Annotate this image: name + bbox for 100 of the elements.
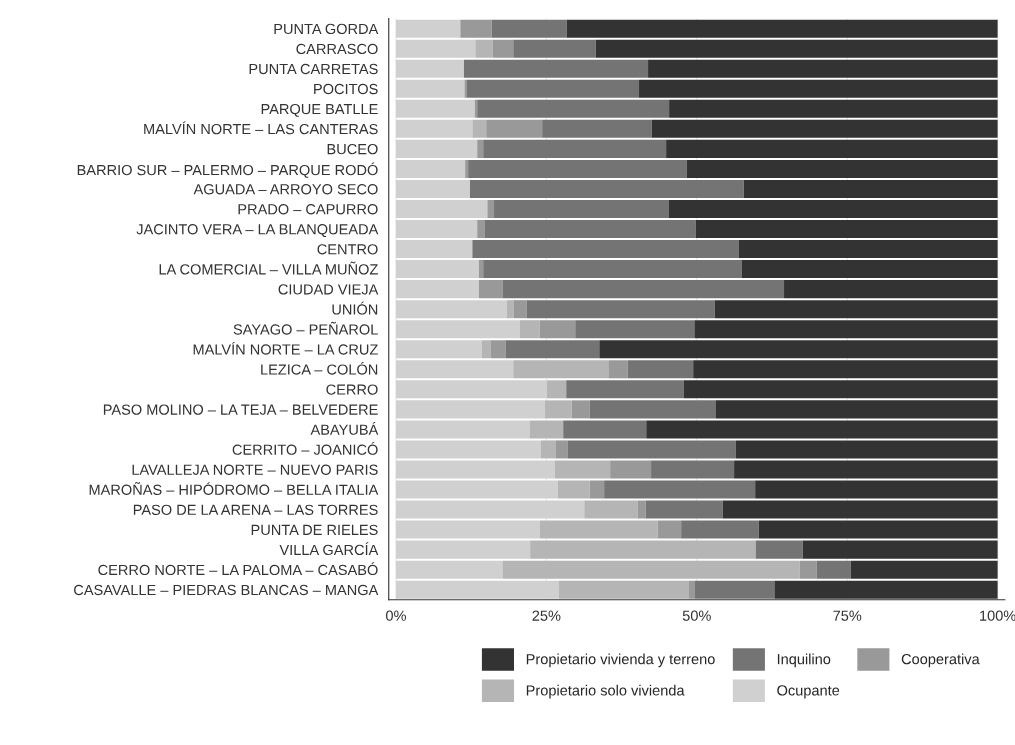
bar [505,340,600,359]
bar [734,460,998,479]
bar [487,199,495,218]
bar [688,580,695,599]
bar [589,400,716,419]
bar [566,380,684,399]
bar [567,440,736,459]
bar [693,360,998,379]
y-tick-label: BUCEO [327,143,378,155]
bar [563,420,647,439]
bar [395,320,520,339]
y-tick-label: MALVÍN NORTE – LAS CANTERAS [144,121,378,135]
bar [395,340,482,359]
bar [519,320,540,339]
y-tick-label: PRADO – CAPURRO [238,204,378,215]
bar [589,480,605,499]
y-tick-label: CARRASCO [296,43,378,55]
bar [492,39,514,58]
bar [395,159,466,178]
y-tick-label: LEZICA – COLÓN [261,361,378,375]
bar [683,380,998,399]
bar [610,460,652,479]
y-tick-label: MAROÑAS – HIPÓDROMO – BELLA ITALIA [89,482,379,495]
y-tick-label: LAVALLEJA NORTE – NUEVO PARIS [132,464,378,475]
bar [668,199,998,218]
bar [395,300,507,319]
bar [575,320,695,339]
bar [539,320,576,339]
legend-label: Propietario vivienda y terreno [526,653,715,668]
bar [686,159,998,178]
y-tick-label: BARRIO SUR – PALERMO – PARQUE RODÓ [77,162,378,178]
bar [816,560,851,579]
bar [478,280,503,299]
y-tick-label: PASO DE LA ARENA – LAS TORRES [133,504,378,515]
y-tick-label: SAYAGO – PEÑAROL [233,321,378,335]
bar [395,580,560,599]
bar [460,19,492,38]
y-tick-label: CERRO [326,384,378,395]
bar [599,340,998,359]
bar [395,260,479,279]
bar [502,280,785,299]
bar [743,179,998,198]
bar [637,500,646,519]
bar [802,540,998,559]
bar [755,480,998,499]
bar [502,560,800,579]
bar [669,99,998,118]
bar [526,300,715,319]
bar [395,139,478,158]
bar [651,119,998,138]
x-tick-label: 100% [980,610,1015,621]
y-tick-label: LA COMERCIAL – VILLA MUÑOZ [159,261,378,275]
bar [595,39,998,58]
bar [566,19,998,38]
bar [395,380,547,399]
bar [539,520,658,539]
bar [395,280,479,299]
y-tick-label: ABAYUBÁ [310,422,379,435]
y-tick-label: CIUDAD VIEJA [278,284,379,295]
bar [465,159,469,178]
y-tick-label: VILLA GARCÍA [279,542,379,556]
bar [542,119,652,138]
y-tick-label: PUNTA DE RIELES [251,524,378,536]
x-tick-label: 50% [682,610,711,621]
bar [758,520,998,539]
bar [491,340,506,359]
bar [735,440,998,459]
y-tick-label: AGUADA – ARROYO SECO [193,184,378,195]
bar [395,119,473,138]
bar [571,400,590,419]
bar [395,199,488,218]
bar [395,520,540,539]
bar [694,580,775,599]
x-tick-label: 75% [833,610,862,621]
legend-label: Propietario solo vivienda [526,684,685,699]
bar [395,440,541,459]
bar [472,119,487,138]
bar [395,500,585,519]
y-tick-label: CERRO NORTE – LA PALOMA – CASABÓ [98,562,378,576]
bar [477,220,485,239]
bar [850,560,998,579]
bar [529,420,564,439]
bar [666,139,998,158]
bar [395,99,475,118]
bar [395,480,558,499]
y-tick-label: CERRITO – JOANICÓ [232,442,378,455]
bar [472,240,739,259]
bar [584,500,638,519]
bar [483,260,742,279]
bar [395,179,470,198]
y-tick-label: POCITOS [314,83,378,95]
bar [604,480,756,499]
bar [475,39,493,58]
bar [469,179,744,198]
bar [395,400,545,419]
y-tick-label: JACINTO VERA – LA BLANQUEADA [136,224,379,238]
bar [482,340,492,359]
bar [639,79,998,98]
bar [627,360,694,379]
bar [513,300,527,319]
